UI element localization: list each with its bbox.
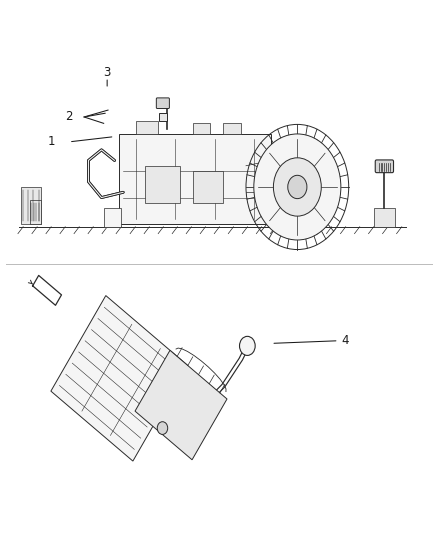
Circle shape	[254, 134, 341, 240]
Circle shape	[240, 336, 255, 356]
Bar	[193, 123, 210, 134]
FancyBboxPatch shape	[159, 113, 167, 120]
FancyBboxPatch shape	[156, 98, 170, 109]
Circle shape	[288, 175, 307, 199]
Text: 2: 2	[65, 110, 73, 124]
FancyBboxPatch shape	[119, 134, 271, 224]
Circle shape	[157, 422, 168, 434]
Text: 3: 3	[103, 67, 111, 79]
Bar	[223, 123, 241, 134]
Bar	[145, 166, 180, 203]
Text: 1: 1	[48, 135, 55, 148]
FancyBboxPatch shape	[284, 139, 319, 235]
Polygon shape	[135, 350, 227, 460]
Circle shape	[273, 158, 321, 216]
Bar	[193, 171, 223, 203]
FancyBboxPatch shape	[375, 160, 393, 173]
Polygon shape	[51, 296, 188, 461]
Bar	[30, 200, 41, 224]
Bar	[374, 208, 395, 227]
Bar	[136, 120, 158, 134]
Bar	[21, 187, 41, 224]
Text: 4: 4	[342, 334, 349, 347]
Bar	[104, 208, 121, 227]
